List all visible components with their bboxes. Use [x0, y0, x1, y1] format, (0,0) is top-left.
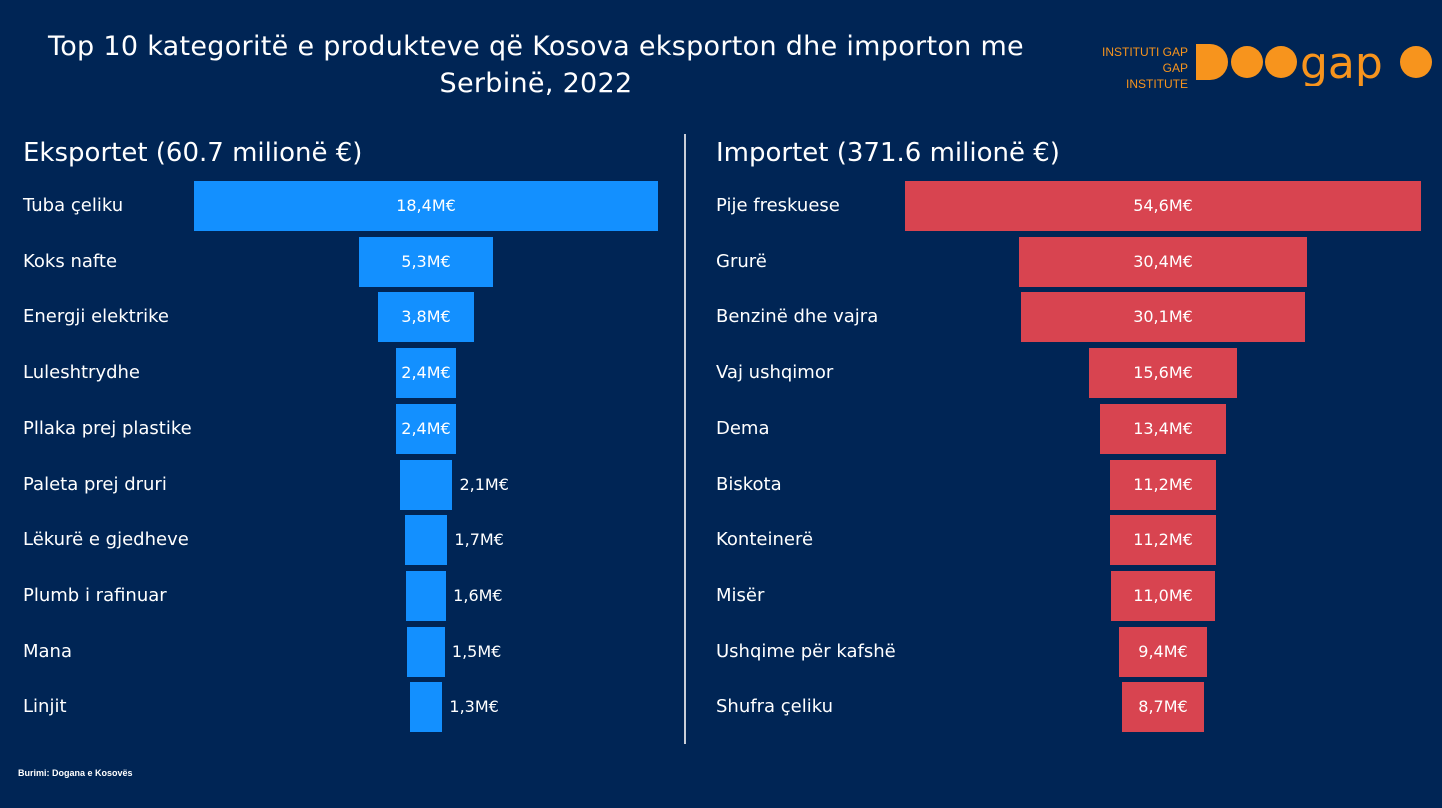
value-label: 30,4M€ [1133, 251, 1193, 271]
category-label: Ushqime për kafshë [716, 640, 896, 662]
category-label: Pije freskuese [716, 195, 840, 216]
imports-panel-title: Importet (371.6 milionë €) [716, 138, 1060, 168]
category-label: Misër [716, 584, 765, 606]
category-label: Dema [716, 417, 770, 439]
logo-mark-icon: gap [1196, 42, 1432, 86]
bar [395, 403, 457, 454]
category-label: Vaj ushqimor [716, 362, 834, 384]
category-label: Mana [23, 640, 72, 662]
value-label: 15,6M€ [1133, 363, 1193, 383]
value-label: 1,6M€ [453, 585, 503, 605]
bar [1099, 403, 1227, 454]
value-label: 9,4M€ [1138, 641, 1188, 661]
value-label: 2,4M€ [401, 363, 451, 383]
chart-title-line1: Top 10 kategoritë e produkteve që Kosova… [48, 31, 1024, 62]
value-label: 2,4M€ [401, 418, 451, 438]
bar [194, 181, 658, 231]
bar [359, 236, 493, 287]
category-label: Grurë [716, 250, 767, 272]
panel-divider [684, 134, 686, 744]
category-label: Paleta prej druri [23, 473, 167, 495]
bar [1019, 236, 1307, 287]
value-label: 11,2M€ [1133, 530, 1193, 550]
value-label: 1,3M€ [449, 697, 499, 717]
bar [1020, 292, 1306, 343]
bar [1089, 348, 1237, 399]
category-label: Biskota [716, 473, 782, 495]
category-label: Luleshtrydhe [23, 362, 140, 384]
category-label: Linjit [23, 696, 67, 718]
category-label: Pllaka prej plastike [23, 417, 192, 439]
bar [404, 515, 448, 566]
value-label: 30,1M€ [1133, 307, 1193, 327]
bar [399, 459, 453, 510]
value-label: 11,0M€ [1133, 585, 1193, 605]
value-label: 8,7M€ [1138, 697, 1188, 717]
value-label: 2,1M€ [459, 474, 509, 494]
gap-institute-logo: INSTITUTI GAP GAP INSTITUTE gap [1100, 42, 1442, 91]
bar [395, 348, 457, 399]
value-label: 54,6M€ [1133, 196, 1193, 215]
bar [1121, 682, 1205, 733]
category-label: Konteinerë [716, 529, 814, 551]
source-note: Burimi: Dogana e Kosovës [18, 768, 133, 778]
bar [405, 570, 447, 621]
category-label: Benzinë dhe vajra [716, 306, 879, 328]
value-label: 1,7M€ [454, 530, 504, 550]
bar [409, 682, 443, 733]
logo-text: INSTITUTI GAP GAP INSTITUTE [1100, 44, 1188, 92]
value-label: 18,4M€ [396, 196, 456, 215]
category-label: Plumb i rafinuar [23, 584, 167, 606]
chart-title: Top 10 kategoritë e produkteve që Kosova… [0, 28, 1072, 102]
logo-line1: INSTITUTI GAP [1101, 45, 1188, 59]
value-label: 5,3M€ [401, 251, 451, 271]
category-label: Energji elektrike [23, 306, 169, 328]
bar [407, 626, 445, 677]
bar [1110, 459, 1216, 510]
category-label: Tuba çeliku [23, 195, 124, 216]
value-label: 1,5M€ [451, 641, 502, 661]
category-label: Lëkurë e gjedheve [23, 529, 189, 551]
category-label: Koks nafte [23, 250, 118, 272]
bar [378, 292, 474, 343]
bar [1118, 626, 1208, 677]
value-label: 3,8M€ [401, 307, 451, 327]
bar [905, 181, 1421, 231]
exports-panel-title: Eksportet (60.7 milionë €) [23, 138, 363, 168]
category-label: Shufra çeliku [716, 696, 833, 718]
logo-line2: GAP INSTITUTE [1126, 61, 1188, 91]
value-label: 11,2M€ [1133, 474, 1193, 494]
bar [1110, 515, 1216, 566]
value-label: 13,4M€ [1133, 418, 1193, 438]
chart-title-line2: Serbinë, 2022 [439, 68, 633, 99]
bar [1111, 570, 1215, 621]
logo-wordmark: gap [1300, 42, 1383, 86]
